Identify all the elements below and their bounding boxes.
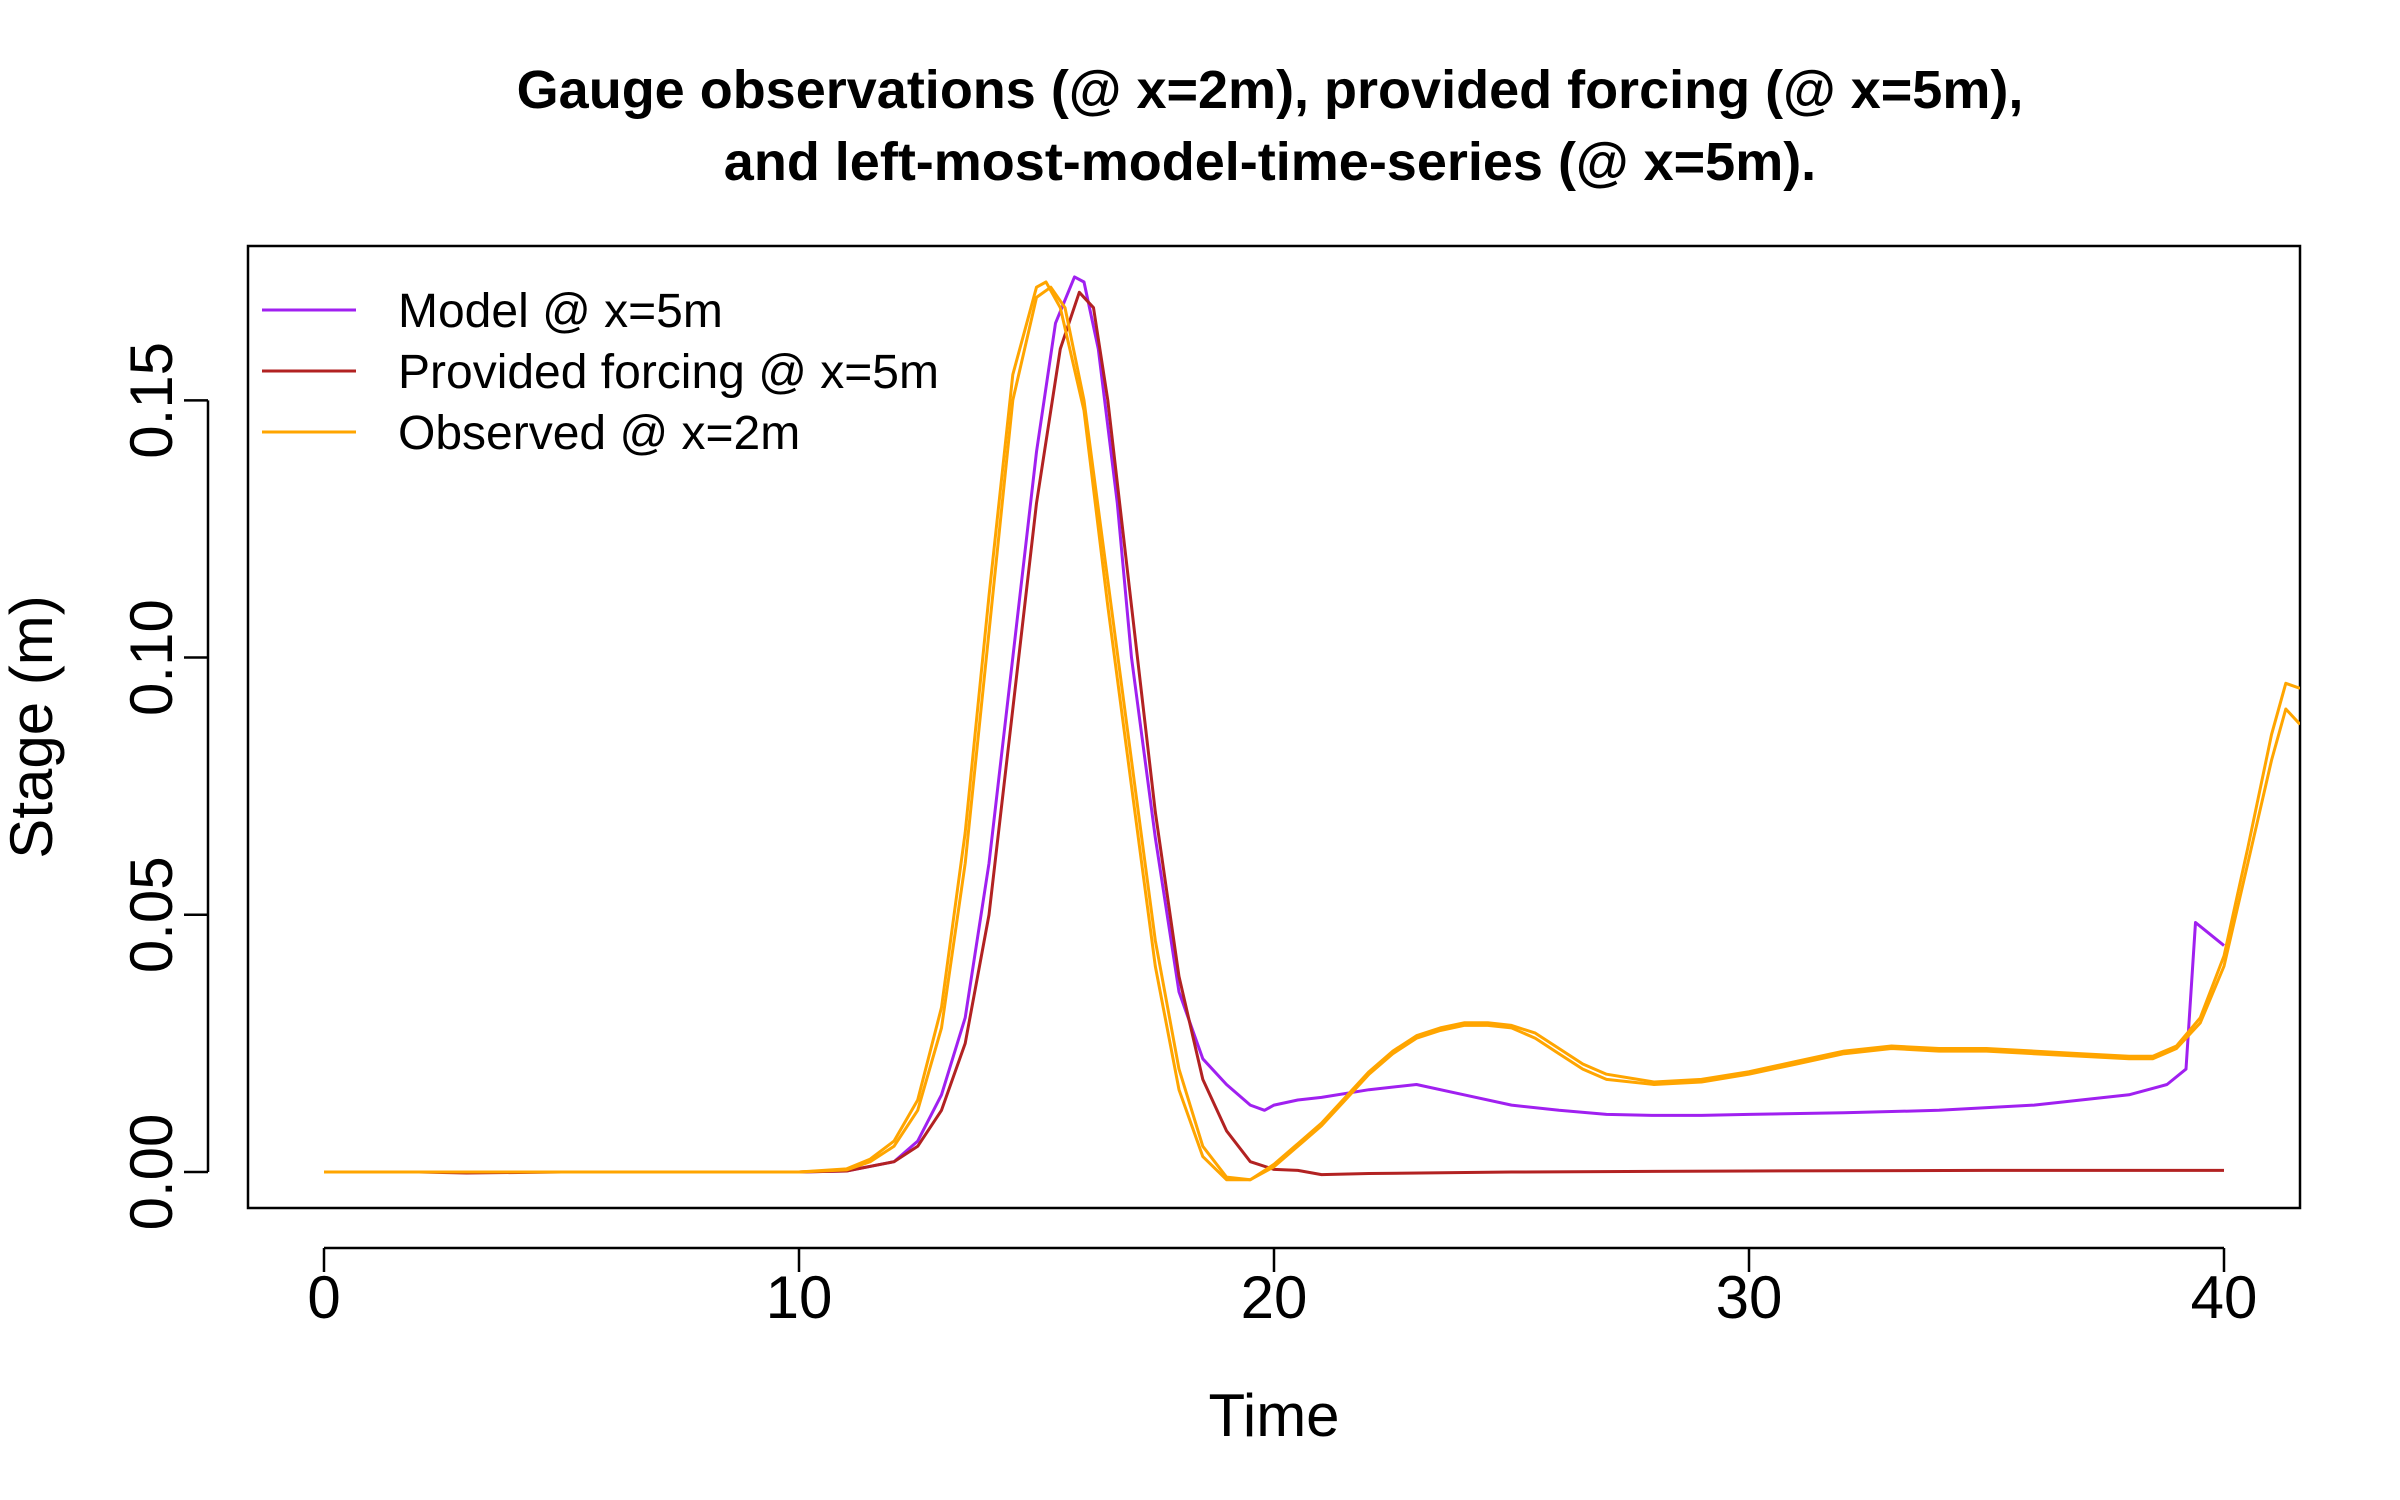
- x-tick-label: 40: [2191, 1264, 2258, 1331]
- x-tick-label: 10: [766, 1264, 833, 1331]
- y-tick-label: 0.10: [118, 599, 185, 716]
- series-line-3: [324, 280, 2300, 1182]
- x-axis: 0 10 20 30 40: [307, 1246, 2258, 1331]
- chart-title: Gauge observations (@ x=2m), provided fo…: [517, 60, 2024, 120]
- series-line-0: [324, 275, 2225, 1174]
- x-axis-label: Time: [1208, 1382, 1339, 1449]
- chart-subtitle: and left-most-model-time-series (@ x=5m)…: [724, 132, 1816, 192]
- x-tick-label: 20: [1241, 1264, 1308, 1331]
- y-axis-label: Stage (m): [0, 595, 65, 858]
- x-tick-label: 30: [1716, 1264, 1783, 1331]
- plot-frame: [246, 244, 2302, 1210]
- legend-label: Model @ x=5m: [398, 285, 723, 338]
- y-tick-label: 0.00: [118, 1114, 185, 1231]
- x-tick-label: 0: [307, 1264, 340, 1331]
- y-axis: 0.00 0.05 0.10 0.15: [118, 342, 210, 1231]
- legend: Model @ x=5m Provided forcing @ x=5m Obser…: [262, 285, 939, 460]
- series-line-2: [324, 285, 2300, 1182]
- y-tick-label: 0.15: [118, 342, 185, 459]
- y-tick-label: 0.05: [118, 856, 185, 973]
- series-group: [324, 275, 2300, 1182]
- legend-label: Observed @ x=2m: [398, 407, 800, 460]
- legend-label: Provided forcing @ x=5m: [398, 346, 939, 399]
